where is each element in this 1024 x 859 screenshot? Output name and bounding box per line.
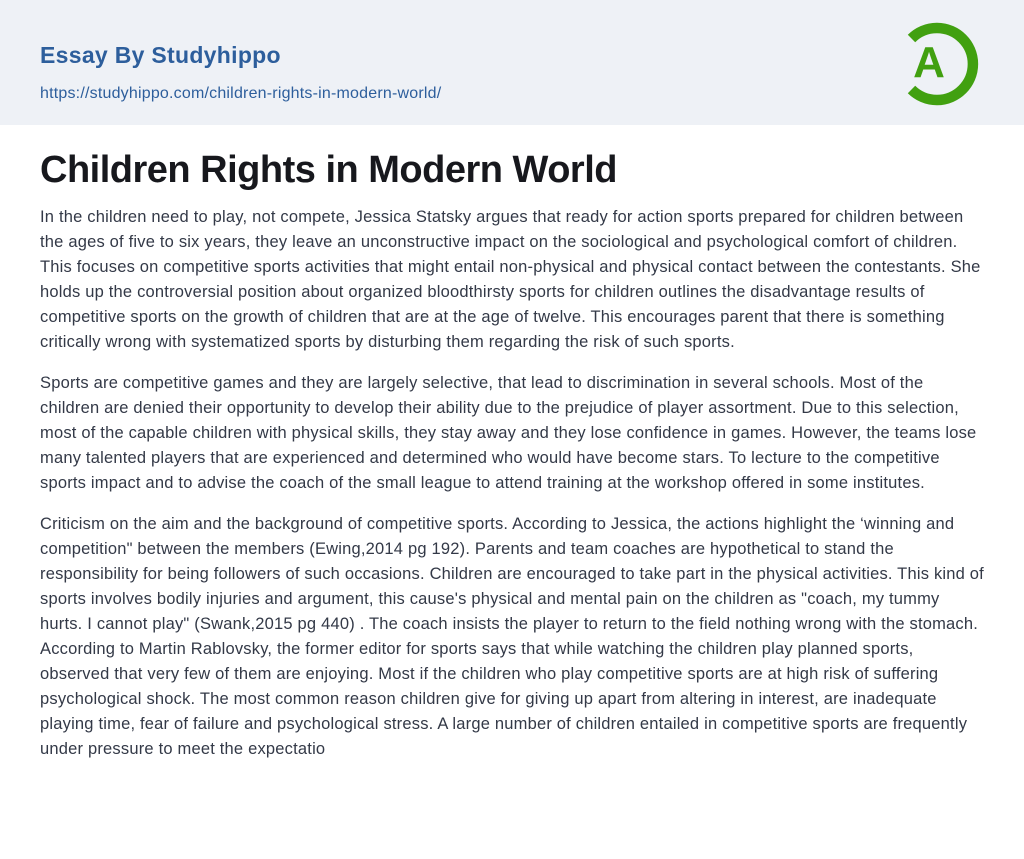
page-header: Essay By Studyhippo https://studyhippo.c… bbox=[0, 0, 1024, 125]
essay-url-link[interactable]: https://studyhippo.com/children-rights-i… bbox=[40, 85, 442, 102]
site-title: Essay By Studyhippo bbox=[40, 42, 281, 68]
essay-title: Children Rights in Modern World bbox=[40, 149, 618, 191]
studyhippo-logo: A bbox=[887, 14, 987, 114]
essay-paragraph-2: Sports are competitive games and they ar… bbox=[40, 374, 977, 492]
essay-content: Children Rights in Modern World In the c… bbox=[0, 147, 1024, 762]
essay-paragraph-3: Criticism on the aim and the background … bbox=[40, 515, 984, 758]
logo-arc-icon: A bbox=[907, 22, 979, 106]
essay-paragraph-1: In the children need to play, not compet… bbox=[40, 208, 981, 351]
logo-letter: A bbox=[913, 38, 945, 87]
